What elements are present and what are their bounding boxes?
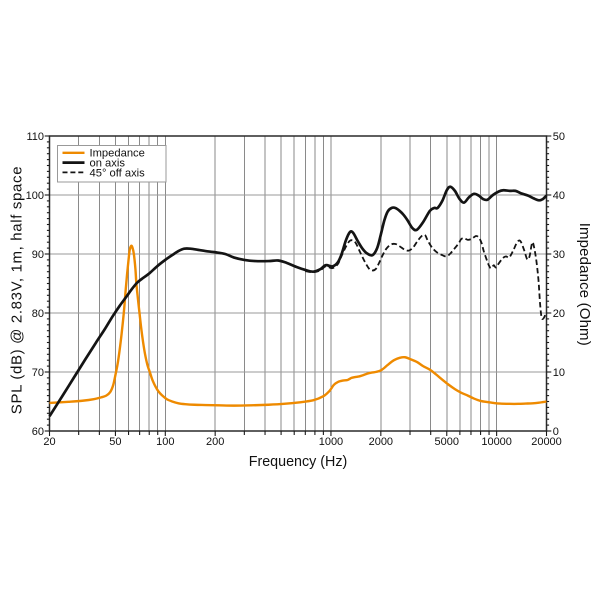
svg-text:30: 30 [553, 249, 565, 261]
svg-text:10: 10 [553, 367, 565, 379]
svg-text:20: 20 [43, 436, 55, 448]
svg-text:50: 50 [553, 131, 565, 143]
svg-text:50: 50 [109, 436, 121, 448]
svg-text:2000: 2000 [369, 436, 393, 448]
svg-text:100: 100 [26, 190, 44, 202]
svg-text:10000: 10000 [481, 436, 512, 448]
svg-text:on axis: on axis [90, 158, 126, 170]
svg-text:1000: 1000 [319, 436, 343, 448]
svg-text:90: 90 [32, 249, 44, 261]
svg-text:80: 80 [32, 308, 44, 320]
svg-text:Impedance: Impedance [90, 148, 145, 160]
svg-text:Impedance (Ohm): Impedance (Ohm) [576, 223, 593, 346]
svg-text:40: 40 [553, 190, 565, 202]
svg-text:SPL (dB) @ 2.83V, 1m, half spa: SPL (dB) @ 2.83V, 1m, half space [9, 166, 26, 414]
svg-text:20000: 20000 [531, 436, 562, 448]
svg-text:0: 0 [553, 426, 559, 438]
svg-text:70: 70 [32, 367, 44, 379]
svg-text:100: 100 [156, 436, 174, 448]
svg-text:110: 110 [26, 131, 44, 143]
svg-text:20: 20 [553, 308, 565, 320]
svg-text:Frequency (Hz): Frequency (Hz) [249, 454, 348, 470]
svg-text:45° off axis: 45° off axis [90, 167, 146, 179]
svg-text:60: 60 [32, 426, 44, 438]
svg-text:5000: 5000 [435, 436, 459, 448]
svg-text:200: 200 [206, 436, 224, 448]
